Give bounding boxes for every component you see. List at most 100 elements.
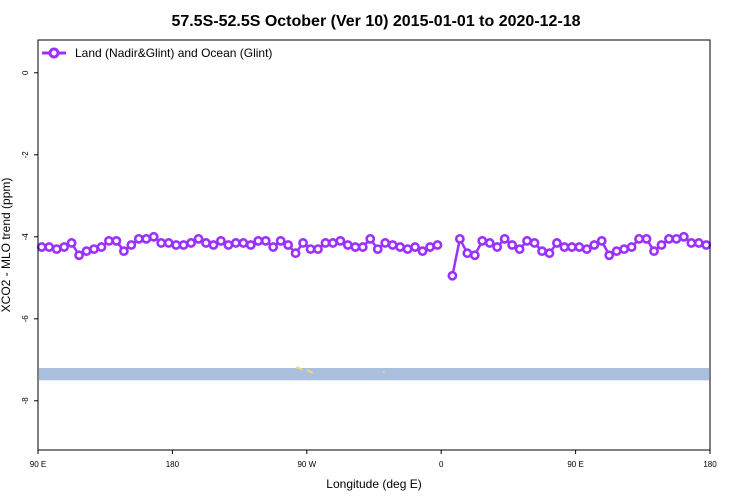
map-strip-land-0 [295, 366, 303, 371]
data-point-0-0-47 [387, 240, 398, 250]
data-point-0-0-48 [395, 242, 406, 252]
data-point-0-0-52 [425, 242, 435, 252]
data-point-0-1-16 [566, 242, 577, 252]
map-strip [39, 366, 709, 381]
x-tick-label-5: 180 [703, 460, 717, 469]
data-point-0-0-50 [410, 242, 420, 252]
y-tick-label-4: -8 [21, 397, 30, 405]
data-point-0-1-11 [529, 238, 540, 248]
x-tick-label-4: 90 E [567, 460, 583, 469]
data-point-0-0-4 [66, 238, 77, 248]
map-strip-land-1 [306, 369, 314, 374]
data-point-0-0-3 [59, 242, 70, 252]
data-point-0-0-9 [104, 235, 114, 246]
data-point-0-1-2 [462, 248, 473, 259]
data-point-0-0-32 [275, 235, 286, 246]
data-point-0-1-30 [671, 233, 682, 244]
data-point-0-0-17 [163, 238, 174, 248]
data-point-0-1-6 [492, 242, 503, 252]
data-point-0-0-2 [51, 244, 62, 254]
data-point-0-0-11 [118, 246, 129, 257]
chart-title: 57.5S-52.5S October (Ver 10) 2015-01-01 … [171, 13, 580, 30]
data-point-0-1-20 [596, 235, 607, 246]
data-point-0-0-10 [111, 235, 122, 246]
x-tick-label-2: 90 W [297, 460, 316, 469]
data-point-0-0-19 [178, 240, 189, 250]
y-tick-label-2: -4 [21, 233, 30, 241]
data-point-0-1-31 [678, 231, 689, 242]
data-point-0-0-20 [186, 238, 196, 248]
plot-frame [37, 39, 711, 451]
data-point-0-1-17 [574, 242, 585, 252]
data-point-0-1-9 [514, 244, 525, 254]
data-point-0-1-3 [469, 250, 480, 261]
data-point-0-1-22 [611, 246, 622, 257]
data-point-0-1-12 [537, 246, 547, 257]
data-point-0-1-13 [544, 248, 555, 259]
data-point-0-0-38 [320, 238, 331, 248]
data-point-0-1-25 [634, 233, 644, 244]
data-point-0-0-23 [208, 240, 219, 250]
data-point-0-0-45 [372, 244, 383, 254]
x-tick-label-0: 90 E [30, 460, 46, 469]
data-point-0-1-10 [522, 235, 532, 246]
x-axis-label: Longitude (deg E) [326, 477, 421, 491]
data-point-0-0-18 [171, 240, 182, 250]
data-point-0-1-14 [552, 238, 562, 248]
data-point-0-0-7 [89, 244, 99, 254]
data-point-0-0-35 [298, 238, 308, 248]
y-axis-label: XCO2 - MLO trend (ppm) [0, 178, 13, 313]
data-point-0-0-53 [432, 240, 443, 250]
map-strip-ocean [39, 368, 709, 381]
data-point-0-0-51 [417, 246, 428, 257]
data-point-0-1-0 [447, 270, 458, 281]
legend-label: Land (Nadir&Glint) and Ocean (Glint) [75, 46, 272, 60]
data-point-0-0-27 [238, 238, 249, 248]
x-tick-label-3: 0 [439, 460, 444, 469]
data-point-0-0-1 [44, 242, 55, 252]
data-point-0-0-39 [328, 238, 338, 248]
data-point-0-0-37 [313, 244, 323, 254]
data-point-0-0-6 [81, 246, 92, 257]
data-point-0-1-7 [499, 233, 510, 244]
data-point-0-0-25 [223, 240, 234, 250]
data-point-0-0-15 [148, 231, 159, 242]
data-point-0-0-22 [201, 238, 211, 248]
data-point-0-0-49 [402, 244, 413, 254]
y-tick-label-3: -6 [21, 315, 30, 323]
y-tick-label-0: 0 [21, 70, 30, 75]
data-point-0-0-34 [290, 248, 301, 259]
data-point-0-0-28 [245, 240, 256, 250]
y-tick-label-1: -2 [21, 151, 30, 159]
data-point-0-0-42 [350, 242, 361, 252]
data-point-0-0-44 [365, 233, 376, 244]
data-point-0-0-30 [260, 235, 271, 246]
data-point-0-1-1 [454, 233, 465, 244]
data-point-0-1-26 [641, 233, 652, 244]
data-point-0-1-29 [664, 233, 674, 244]
data-point-0-1-18 [581, 244, 592, 254]
data-point-0-1-5 [484, 238, 495, 248]
data-point-0-0-8 [96, 242, 107, 252]
data-point-0-0-21 [193, 233, 204, 244]
data-point-0-1-21 [604, 250, 615, 261]
data-point-0-0-14 [141, 233, 152, 244]
x-axis-ticks: 90 E 180 90 W 0 90 E 180 [30, 450, 717, 469]
data-point-0-0-46 [380, 238, 391, 248]
series-layer [36, 231, 712, 281]
data-point-0-0-31 [268, 242, 279, 252]
data-point-0-1-8 [507, 240, 518, 250]
data-point-0-1-23 [619, 244, 630, 254]
data-point-0-1-28 [656, 240, 667, 250]
data-point-0-0-0 [36, 242, 47, 252]
data-point-0-0-40 [335, 235, 346, 246]
data-point-0-0-13 [133, 233, 144, 244]
data-point-0-0-24 [216, 235, 226, 246]
data-point-0-1-33 [693, 238, 704, 248]
legend-marker [48, 47, 60, 59]
data-point-0-1-27 [649, 246, 659, 257]
data-point-0-1-24 [626, 242, 637, 252]
data-point-0-0-36 [305, 244, 316, 254]
data-point-0-0-43 [357, 242, 368, 252]
